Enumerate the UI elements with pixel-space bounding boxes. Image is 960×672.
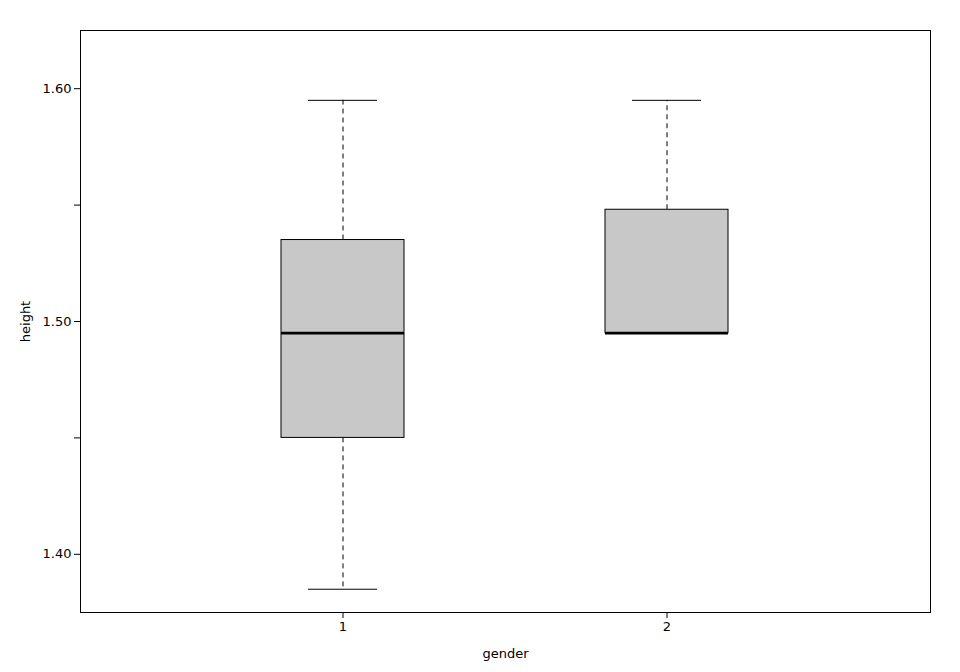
svg-text:2: 2: [663, 619, 671, 634]
svg-text:1: 1: [339, 619, 347, 634]
svg-text:height: height: [18, 301, 33, 342]
svg-text:1.40: 1.40: [43, 546, 72, 561]
svg-text:gender: gender: [482, 646, 529, 661]
svg-text:1.50: 1.50: [43, 314, 72, 329]
svg-text:1.60: 1.60: [43, 81, 72, 96]
